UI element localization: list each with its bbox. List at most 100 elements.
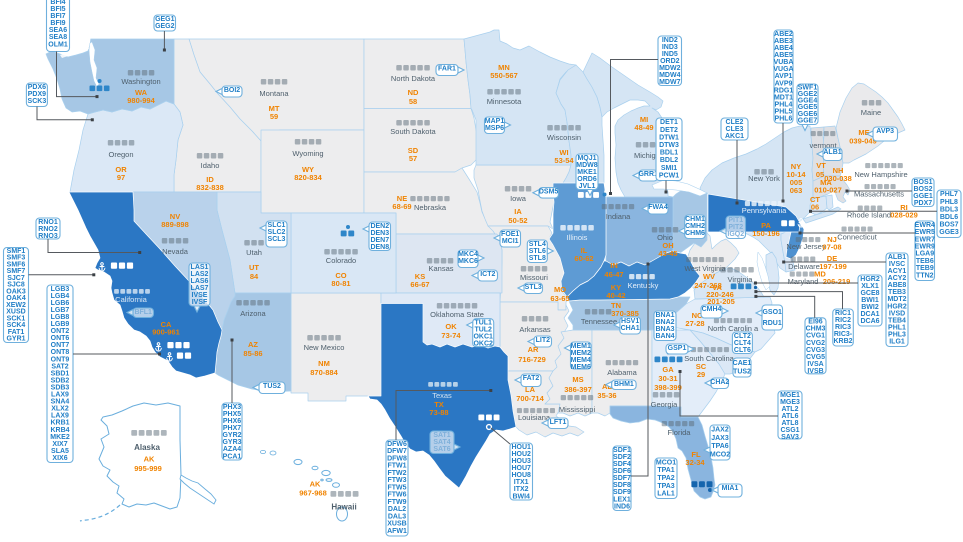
svg-text:LGB3: LGB3 [51,286,70,293]
svg-text:AVP9: AVP9 [775,80,793,87]
svg-text:EI96: EI96 [808,319,823,326]
svg-text:SCK4: SCK4 [7,322,26,329]
svg-text:CT: CT [810,195,820,204]
svg-text:ONT9: ONT9 [51,356,70,363]
svg-text:PCW1: PCW1 [659,172,679,179]
svg-text:SC: SC [696,362,707,371]
svg-text:10-14: 10-14 [786,170,806,179]
svg-text:HOU2: HOU2 [511,451,531,458]
svg-text:201-205: 201-205 [707,297,735,306]
svg-text:MS: MS [572,375,583,384]
svg-text:SCL3: SCL3 [268,236,286,243]
svg-text:SLC2: SLC2 [268,229,286,236]
svg-text:IA: IA [514,207,522,216]
svg-text:NY: NY [791,162,801,171]
svg-text:Oklahoma State: Oklahoma State [430,310,484,319]
svg-text:MT: MT [269,104,280,113]
svg-text:SLA5: SLA5 [51,448,69,455]
svg-text:PHL5: PHL5 [775,109,793,116]
svg-text:XUSD: XUSD [6,309,25,316]
svg-text:MCO1: MCO1 [656,459,676,466]
svg-text:TUS2: TUS2 [733,369,751,376]
svg-text:GGE5: GGE5 [798,104,818,111]
svg-text:MEM4: MEM4 [571,357,591,364]
svg-text:MEM2: MEM2 [571,350,591,357]
svg-text:Massachusetts: Massachusetts [854,190,904,199]
svg-text:BWI4: BWI4 [512,493,530,500]
svg-text:PDX7: PDX7 [914,200,932,207]
svg-text:PHX7: PHX7 [223,425,241,432]
svg-text:AK: AK [144,455,155,464]
svg-text:XIX7: XIX7 [52,441,67,448]
svg-text:SCK3: SCK3 [28,98,47,105]
svg-text:ACY2: ACY2 [888,275,907,282]
svg-text:VUGA: VUGA [773,66,793,73]
svg-text:Maryland: Maryland [788,277,819,286]
svg-text:BOS2: BOS2 [913,186,932,193]
svg-text:EWR5: EWR5 [915,229,935,236]
svg-text:NH: NH [833,166,844,175]
svg-text:ATL6: ATL6 [782,413,799,420]
svg-text:039-049: 039-049 [849,137,877,146]
svg-text:PDX9: PDX9 [28,91,46,98]
svg-text:RNO2: RNO2 [38,226,58,233]
svg-text:BDL6: BDL6 [940,214,958,221]
svg-text:LGA9: LGA9 [915,251,934,258]
svg-text:GGE2: GGE2 [798,91,818,98]
svg-text:FAT1: FAT1 [8,329,25,336]
svg-text:BFI7: BFI7 [50,13,65,20]
svg-text:IVSC: IVSC [889,261,905,268]
svg-text:Montana: Montana [259,89,289,98]
svg-text:DCA1: DCA1 [860,311,879,318]
svg-text:CVG5: CVG5 [806,354,825,361]
svg-text:PDX6: PDX6 [28,84,46,91]
svg-text:SMF1: SMF1 [7,248,26,255]
svg-text:WA: WA [135,88,148,97]
svg-text:73-88: 73-88 [429,408,448,417]
svg-text:Hawaii: Hawaii [331,503,356,512]
svg-text:LAL1: LAL1 [657,491,675,498]
svg-text:IVSD: IVSD [889,310,905,317]
svg-text:OAK3: OAK3 [6,288,26,295]
svg-text:CVG2: CVG2 [806,340,825,347]
svg-text:PHL8: PHL8 [940,199,958,206]
svg-text:MKE2: MKE2 [50,434,70,441]
svg-text:HOU7: HOU7 [511,465,531,472]
svg-text:PIT2: PIT2 [728,224,743,231]
svg-text:FTW9: FTW9 [387,499,406,506]
svg-text:DET1: DET1 [660,119,678,126]
svg-text:220-246: 220-246 [706,290,734,299]
svg-text:GSP1: GSP1 [668,345,687,352]
svg-text:Rhode Island: Rhode Island [847,211,891,220]
svg-text:IVSF: IVSF [192,299,208,306]
svg-text:DFW6: DFW6 [387,441,407,448]
svg-text:MDT2: MDT2 [887,296,906,303]
svg-text:MEM1: MEM1 [571,343,591,350]
svg-text:VA: VA [712,283,722,292]
svg-text:TUL1: TUL1 [474,320,492,327]
svg-text:TEB3: TEB3 [888,289,906,296]
svg-text:BHM1: BHM1 [614,381,634,388]
svg-text:RDG1: RDG1 [774,87,794,94]
svg-text:995-999: 995-999 [134,464,162,473]
svg-text:OR: OR [115,165,127,174]
svg-text:North Dakota: North Dakota [391,74,436,83]
svg-text:GYR2: GYR2 [222,432,241,439]
svg-text:ATL8: ATL8 [782,420,799,427]
svg-text:SMF6: SMF6 [7,262,26,269]
svg-text:ND: ND [408,88,419,97]
svg-text:New Jersey: New Jersey [786,242,825,251]
svg-text:AL: AL [602,382,612,391]
svg-text:OH: OH [662,241,673,250]
svg-text:29: 29 [697,370,705,379]
svg-text:TEB9: TEB9 [916,265,934,272]
svg-text:CVG3: CVG3 [806,347,825,354]
svg-text:TPA3: TPA3 [657,483,674,490]
svg-text:XEW2: XEW2 [6,302,26,309]
svg-text:FAR1: FAR1 [438,65,456,72]
svg-text:900-961: 900-961 [152,328,180,337]
svg-text:RIC2: RIC2 [835,317,851,324]
svg-text:HOU1: HOU1 [511,444,531,451]
svg-text:SDB2: SDB2 [51,377,70,384]
svg-text:Virginia: Virginia [728,275,754,284]
